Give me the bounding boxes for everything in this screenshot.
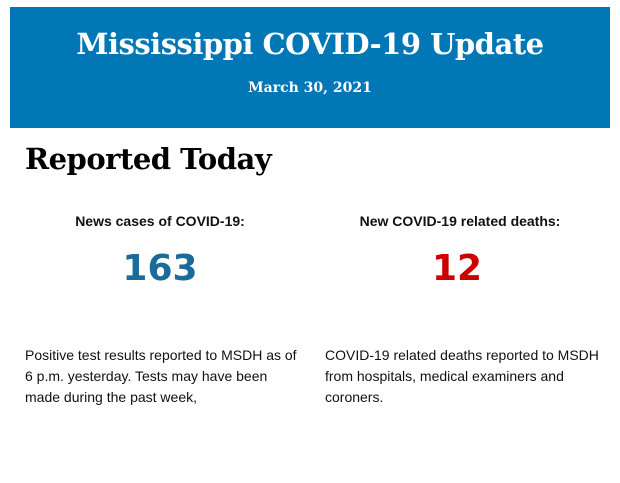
new-deaths-label: New COVID-19 related deaths:	[359, 213, 561, 229]
new-deaths-description: COVID-19 related deaths reported to MSDH…	[325, 347, 599, 405]
section-title: Reported Today	[25, 142, 272, 176]
header-banner: Mississippi COVID-19 Update March 30, 20…	[10, 7, 610, 128]
new-cases-label: News cases of COVID-19:	[75, 213, 245, 229]
new-cases-value: 163	[122, 248, 198, 289]
page-title: Mississippi COVID-19 Update	[76, 27, 544, 61]
new-deaths-value: 12	[431, 248, 483, 289]
new-cases-description: Positive test results reported to MSDH a…	[25, 347, 297, 405]
report-date: March 30, 2021	[248, 80, 372, 96]
